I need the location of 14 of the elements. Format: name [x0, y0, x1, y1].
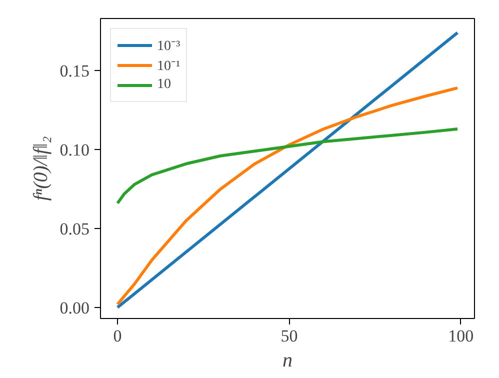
y-tick-label: 0.05	[60, 220, 90, 238]
x-tick-label: 0	[113, 326, 122, 346]
y-tick-label: 0.00	[60, 298, 90, 318]
legend-label: 10⁻³	[157, 38, 180, 55]
legend-label: 10⁻¹	[157, 58, 180, 75]
line-series	[116, 128, 459, 205]
line-series	[116, 86, 459, 306]
y-tick-label: 0.10	[60, 140, 90, 160]
x-tick-label: 100	[448, 326, 474, 346]
y-tick-label: 0.15	[60, 62, 90, 81]
y-axis-title: fⁿ(0)/‖f‖₂	[30, 136, 52, 201]
legend-label: 10	[157, 77, 172, 93]
x-axis-title: n	[282, 350, 292, 372]
x-tick-label: 50	[280, 326, 298, 346]
